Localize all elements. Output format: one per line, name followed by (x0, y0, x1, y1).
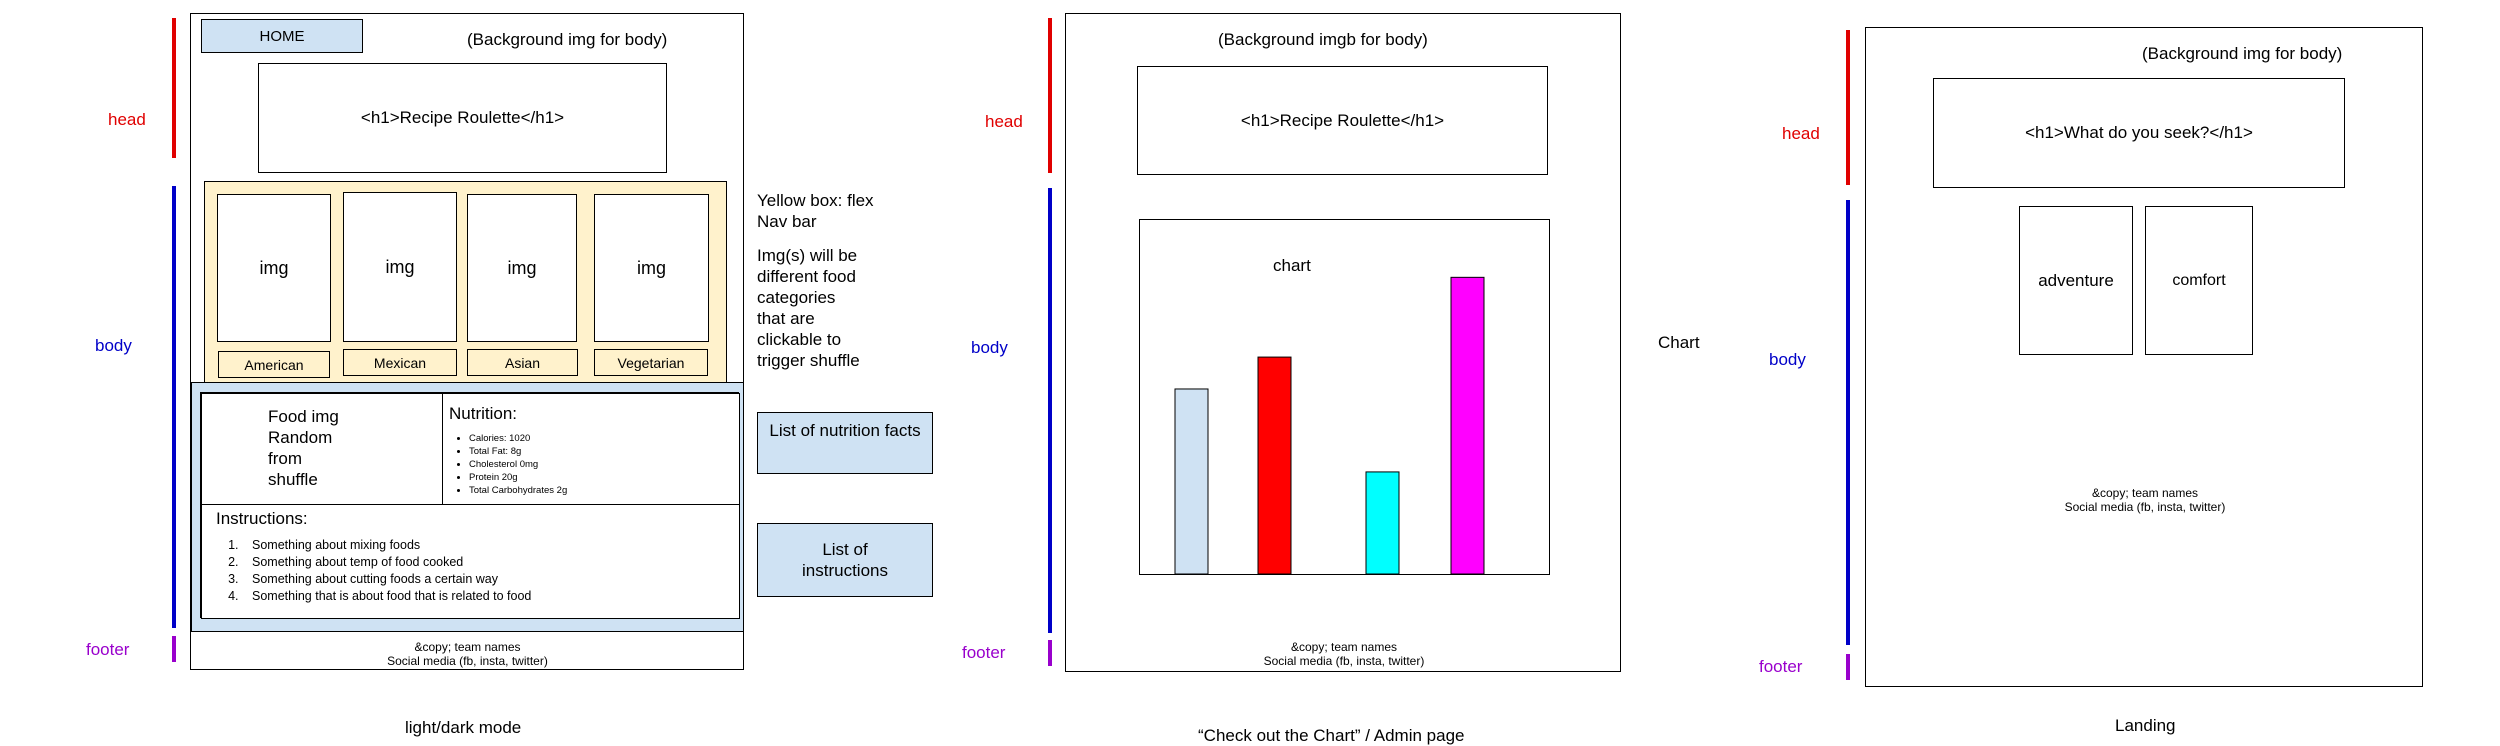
food-image-line: Food img (268, 407, 339, 426)
annotation-line: different food (757, 267, 856, 286)
home-button[interactable]: HOME (201, 19, 363, 53)
food-image-box: Food img Random from shuffle (201, 393, 443, 505)
instructions-title: Instructions: (216, 509, 308, 528)
recipe-section: Food img Random from shuffle Nutrition: … (191, 382, 744, 632)
option-adventure[interactable]: adventure (2019, 206, 2133, 355)
instructions-box: Instructions: Something about mixing foo… (201, 504, 740, 619)
callout-nutrition: List of nutrition facts (757, 412, 933, 474)
nutrition-item: Total Carbohydrates 2g (469, 484, 567, 497)
title-box: <h1>Recipe Roulette</h1> (1137, 66, 1548, 175)
body-label: body (1769, 350, 1806, 369)
page-frame: HOME (Background img for body) <h1>Recip… (190, 13, 744, 670)
footer-social[interactable]: Social media (fb, insta, twitter) (1263, 654, 1425, 668)
title-box: <h1>What do you seek?</h1> (1933, 78, 2345, 188)
food-image-line: Random (268, 428, 333, 447)
footer-copyright: &copy; team names (1290, 640, 1398, 654)
annotation-line: trigger shuffle (757, 351, 860, 370)
bar-chart (1174, 276, 1485, 575)
category-label[interactable]: Vegetarian (594, 349, 708, 376)
annotation-line: categories (757, 288, 836, 307)
chart-title: chart (1273, 256, 1311, 275)
title-box: <h1>Recipe Roulette</h1> (258, 63, 667, 173)
footer-label: footer (962, 643, 1006, 662)
footer-marker (1846, 654, 1850, 680)
category-label[interactable]: Asian (467, 349, 578, 376)
annotation-nav: Yellow box: flex Nav bar (757, 190, 874, 232)
food-image-line: shuffle (268, 470, 318, 489)
footer-label: footer (86, 640, 130, 659)
annotation-chart: Chart (1658, 333, 1700, 352)
footer-copyright: &copy; team names (414, 640, 521, 654)
callout-instructions: List of instructions (757, 523, 933, 597)
page-caption: “Check out the Chart” / Admin page (1198, 726, 1465, 745)
instruction-item: Something about mixing foods (242, 537, 531, 554)
callout-line: instructions (802, 561, 888, 580)
head-marker (1846, 30, 1850, 185)
category-label[interactable]: Mexican (343, 349, 457, 376)
recipe-inner: Food img Random from shuffle Nutrition: … (200, 392, 740, 619)
head-label: head (985, 112, 1023, 131)
nutrition-item: Cholesterol 0mg (469, 458, 567, 471)
category-label[interactable]: American (218, 351, 330, 378)
footer-copyright: &copy; team names (2091, 486, 2199, 500)
annotation-line: clickable to (757, 330, 842, 349)
head-marker (172, 18, 176, 158)
footer: &copy; team names Social media (fb, inst… (1066, 640, 1622, 668)
head-marker (1048, 18, 1052, 173)
instruction-item: Something that is about food that is rel… (242, 588, 531, 605)
instructions-list: Something about mixing foods Something a… (202, 537, 531, 605)
category-image[interactable]: img (467, 194, 577, 342)
category-image[interactable]: img (217, 194, 331, 342)
body-marker (1846, 200, 1850, 645)
chart-box: chart (1139, 219, 1550, 575)
nutrition-box: Nutrition: Calories: 1020 Total Fat: 8g … (442, 393, 740, 505)
footer-marker (172, 636, 176, 662)
instruction-item: Something about cutting foods a certain … (242, 571, 531, 588)
food-image-text: Food img Random from shuffle (268, 406, 339, 490)
head-label: head (1782, 124, 1820, 143)
body-label: body (971, 338, 1008, 357)
food-image-line: from (268, 449, 302, 468)
nutrition-item: Total Fat: 8g (469, 445, 567, 458)
footer: &copy; team names Social media (fb, inst… (191, 640, 744, 668)
chart-bar (1450, 276, 1485, 575)
page-frame: (Background img for body) <h1>What do yo… (1865, 27, 2423, 687)
page-caption: light/dark mode (405, 718, 522, 737)
chart-bar (1365, 471, 1400, 575)
instruction-item: Something about temp of food cooked (242, 554, 531, 571)
category-image[interactable]: img (343, 192, 457, 342)
annotation-line: Yellow box: flex (757, 191, 874, 210)
annotation-line: Img(s) will be (757, 246, 858, 265)
chart-bar (1257, 356, 1292, 575)
footer: &copy; team names Social media (fb, inst… (1866, 486, 2424, 514)
category-nav: img img img img American Mexican Asian V… (204, 181, 727, 393)
footer-social[interactable]: Social media (fb, insta, twitter) (2064, 500, 2226, 514)
annotation-line: Nav bar (757, 212, 817, 231)
footer-social[interactable]: Social media (fb, insta, twitter) (387, 654, 548, 668)
annotation-line: that are (757, 309, 815, 328)
callout-line: List of (822, 540, 868, 559)
body-label: body (95, 336, 132, 355)
nutrition-list: Calories: 1020 Total Fat: 8g Cholesterol… (453, 432, 567, 497)
nutrition-title: Nutrition: (449, 404, 518, 423)
option-comfort[interactable]: comfort (2145, 206, 2253, 355)
page-caption: Landing (2115, 716, 2176, 735)
page-frame: (Background imgb for body) <h1>Recipe Ro… (1065, 13, 1621, 672)
body-marker (172, 186, 176, 628)
body-marker (1048, 188, 1052, 633)
nutrition-item: Protein 20g (469, 471, 567, 484)
background-note: (Background img for body) (467, 30, 668, 49)
nutrition-item: Calories: 1020 (469, 432, 567, 445)
background-note: (Background img for body) (2142, 44, 2343, 63)
footer-marker (1048, 640, 1052, 666)
chart-bar (1174, 388, 1209, 575)
category-image[interactable]: img (594, 194, 709, 342)
head-label: head (108, 110, 146, 129)
background-note: (Background imgb for body) (1218, 30, 1428, 49)
footer-label: footer (1759, 657, 1803, 676)
annotation-categories: Img(s) will be different food categories… (757, 245, 860, 371)
